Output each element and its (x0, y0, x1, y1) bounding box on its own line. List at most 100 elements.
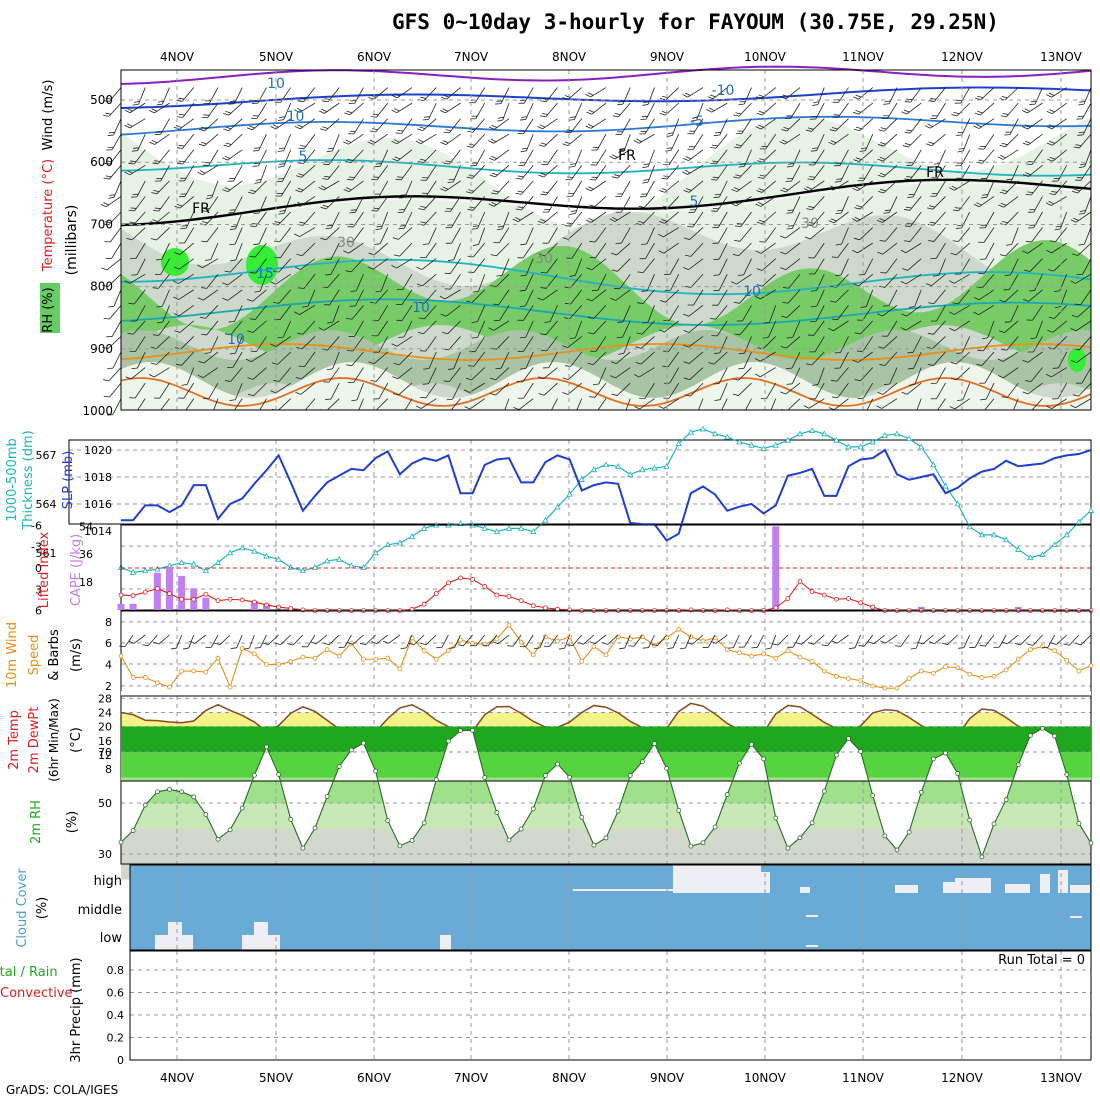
thickness-line-point (966, 523, 973, 530)
wind-speed-line-point (906, 676, 912, 681)
profile-wind-barb (763, 305, 777, 324)
profile-wind-barb (538, 382, 558, 396)
profile-wind-barb (639, 180, 655, 198)
profile-wind-barb (222, 273, 243, 286)
profile-wind-barb (1052, 351, 1068, 369)
profile-wind-barb (806, 211, 825, 227)
profile-wind-barb (1022, 382, 1043, 395)
profile-wind-barb (104, 227, 122, 243)
freezing-level (120, 178, 1092, 227)
profile-wind-barb (391, 133, 413, 145)
profile-wind-barb (370, 289, 389, 304)
profile-wind-barb (641, 227, 655, 245)
cloud-block (806, 945, 818, 947)
wind-speed-line-point (191, 668, 197, 674)
profile-wind-barb (1029, 87, 1043, 106)
profile-wind-barb (348, 320, 364, 337)
profile-wind-barb (1071, 305, 1092, 318)
profile-wind-barb (178, 227, 195, 244)
rh-legend-swatch (40, 283, 60, 333)
profile-wind-barb (611, 242, 631, 256)
thickness-line-point (481, 525, 488, 531)
rh-2m-line-point (385, 818, 391, 823)
profile-wind-barb (618, 134, 631, 153)
panel-frame (129, 864, 1092, 951)
thickness-line-point (1051, 541, 1058, 548)
wind-speed-line-point (373, 656, 379, 662)
profile-wind-barb (973, 118, 995, 129)
wind-tick-label: 2 (105, 680, 112, 693)
contour-label: 10 (227, 332, 245, 348)
wind-speed-line-point (336, 653, 342, 659)
lifted-index-line-point (542, 605, 548, 611)
profile-wind-barb (973, 289, 995, 301)
thickness-line-point (869, 438, 876, 445)
thickness-line-point (408, 533, 416, 539)
rh-2m-line-point (676, 807, 682, 813)
wind-speed-line-point (736, 650, 742, 656)
profile-wind-barb (928, 227, 946, 242)
profile-wind-barb (664, 258, 680, 275)
profile-wind-barb (949, 398, 970, 410)
profile-wind-barb (277, 134, 292, 152)
profile-wind-barb (173, 289, 194, 300)
profile-wind-barb (1078, 196, 1092, 215)
profile-wind-barb (683, 305, 704, 317)
profile-wind-barb (415, 133, 437, 144)
thickness-line-point (1015, 546, 1022, 552)
profile-wind-barb (223, 118, 243, 132)
profile-wind-barb (295, 180, 316, 193)
profile-wind-barb (273, 227, 292, 243)
wind-speed-line-point (264, 662, 269, 667)
profile-wind-barb (370, 102, 389, 118)
profile-wind-barb (659, 289, 680, 303)
thickness-line-point (142, 567, 149, 574)
profile-wind-barb (246, 118, 267, 131)
profile-wind-barb (948, 304, 970, 315)
profile-wind-barb (713, 274, 728, 292)
profile-wind-barb (540, 87, 558, 103)
profile-wind-barb (1046, 133, 1067, 146)
10m-wind-barb (170, 634, 182, 650)
profile-wind-barb (517, 118, 534, 135)
profile-wind-barb (637, 258, 655, 274)
temp-contour-15 (120, 343, 1092, 361)
10m-wind-barb (1001, 634, 1019, 645)
10m-wind-barb (831, 634, 849, 644)
10m-wind-barb (619, 634, 631, 650)
profile-wind-barb (853, 227, 874, 241)
profile-wind-barb (852, 242, 873, 254)
wind-speed-line-point (227, 684, 233, 690)
profile-wind-barb (904, 87, 922, 103)
profile-wind-barb (173, 258, 194, 270)
10m-wind-barb (642, 634, 655, 649)
profile-wind-barb (488, 320, 510, 331)
profile-wind-barb (295, 367, 316, 380)
thickness-line-point (554, 503, 561, 510)
bottom-date-label: 8NOV (552, 1071, 587, 1085)
profile-wind-barb (1022, 102, 1043, 114)
profile-wind-barb (754, 351, 776, 362)
lifted-index-line-point (276, 604, 282, 610)
10m-wind-barb (566, 634, 583, 647)
profile-wind-barb (204, 336, 219, 354)
profile-wind-barb (999, 180, 1019, 194)
profile-wind-barb (812, 367, 825, 386)
rh-2m-line-point (955, 771, 961, 776)
cloud-block (806, 915, 818, 917)
profile-wind-barb (707, 87, 728, 100)
footer-credit: GrADS: COLA/IGES (6, 1083, 119, 1097)
profile-wind-barb (396, 289, 413, 306)
thickness-tick-label: 561 (36, 547, 57, 560)
thickness-line-point (821, 430, 828, 437)
profile-wind-barb (489, 165, 510, 178)
profile-wind-barb (1005, 227, 1019, 246)
cape-tick-label: 36 (79, 548, 93, 561)
profile-wind-barb (954, 87, 971, 104)
profile-wind-barb (786, 320, 801, 339)
profile-wind-barb (785, 165, 801, 182)
wind-speed-line-point (530, 652, 536, 658)
profile-wind-barb (320, 227, 340, 241)
10m-wind-barb (765, 634, 777, 650)
profile-wind-barb (108, 180, 122, 199)
